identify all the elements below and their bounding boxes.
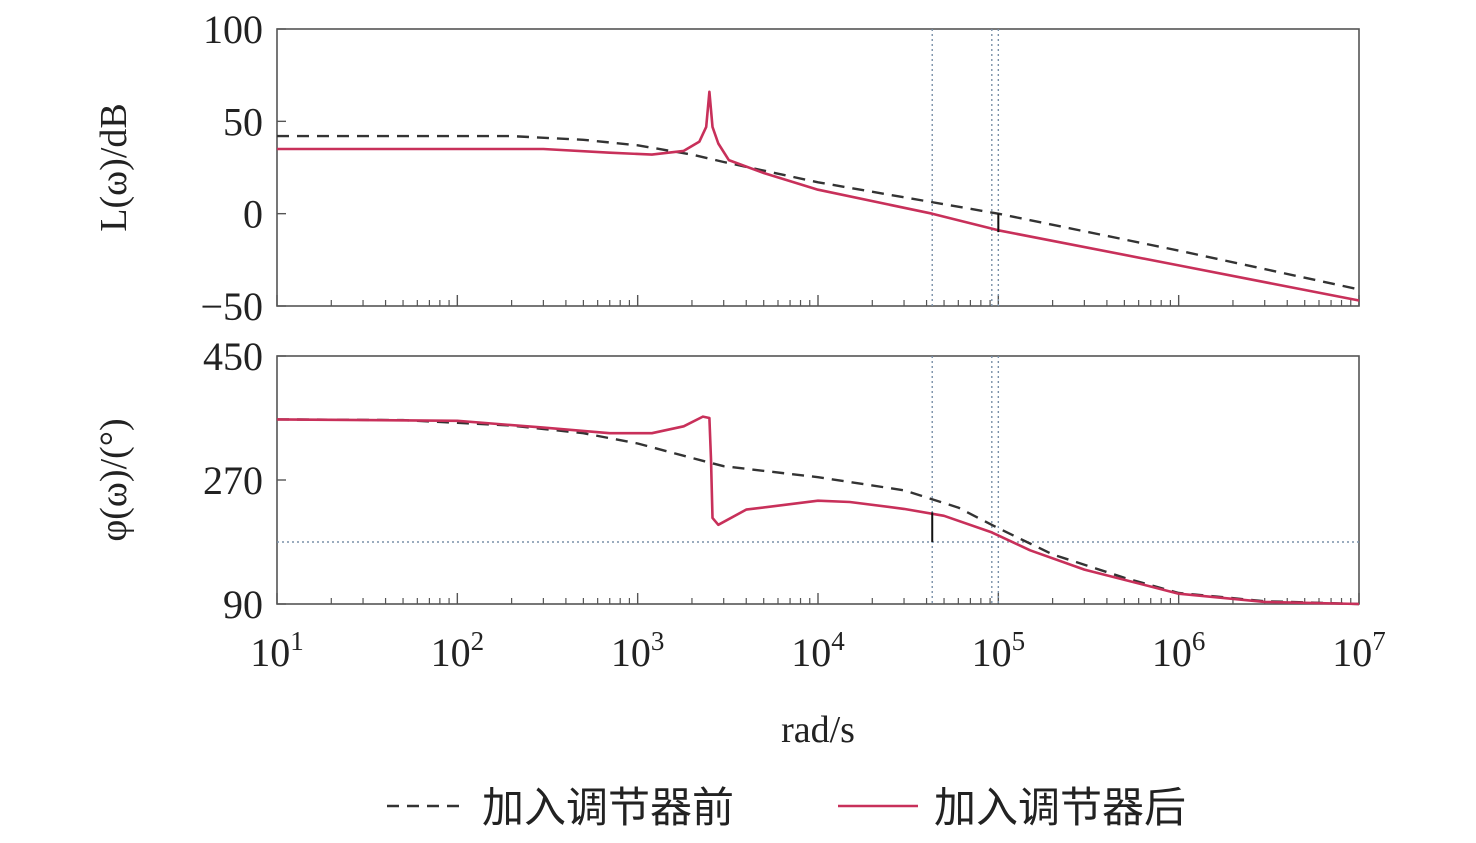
x-tick-label: 106 — [1152, 626, 1206, 675]
y-tick-label: 100 — [203, 7, 263, 52]
x-tick-exponent: 1 — [290, 626, 304, 656]
x-tick-base: 10 — [972, 630, 1012, 675]
magnitude-panel: 100 50 0 −50 L(ω)/dB — [93, 7, 1360, 329]
after-regulator-series-line — [276, 415, 1360, 606]
x-tick-label: 104 — [791, 626, 845, 675]
y-tick-label: 270 — [203, 458, 263, 503]
x-tick-exponent: 2 — [471, 626, 485, 656]
y-tick-label: −50 — [200, 284, 263, 329]
y-tick-label: 90 — [223, 582, 263, 627]
x-tick-label: 107 — [1332, 626, 1386, 675]
after-regulator-series-line — [277, 90, 1360, 302]
magnitude-plot-frame — [276, 28, 1360, 307]
x-tick-label: 101 — [250, 626, 304, 675]
phase-y-axis-label: φ(ω)/(°) — [93, 418, 135, 541]
x-tick-label: 103 — [611, 626, 665, 675]
x-tick-base: 10 — [611, 630, 651, 675]
legend-label-before: 加入调节器前 — [482, 783, 734, 832]
before-regulator-series-line — [276, 418, 1360, 606]
magnitude-y-axis-label: L(ω)/dB — [93, 103, 135, 231]
x-tick-exponent: 7 — [1372, 626, 1386, 656]
x-tick-exponent: 4 — [831, 626, 845, 656]
x-tick-label: 102 — [431, 626, 485, 675]
x-axis-label: rad/s — [781, 709, 855, 751]
y-tick-label: 50 — [223, 99, 263, 144]
x-tick-exponent: 5 — [1012, 626, 1025, 656]
y-tick-label: 450 — [203, 334, 263, 379]
x-tick-label: 105 — [972, 626, 1025, 675]
legend-label-after: 加入调节器后 — [934, 783, 1186, 832]
x-tick-base: 10 — [431, 630, 471, 675]
x-tick-base: 10 — [1152, 630, 1192, 675]
before-regulator-series-line — [277, 134, 1360, 291]
y-tick-label: 0 — [243, 192, 263, 237]
legend: 加入调节器前 加入调节器后 — [387, 783, 1186, 832]
x-tick-exponent: 3 — [651, 626, 665, 656]
x-tick-base: 10 — [791, 630, 831, 675]
x-tick-exponent: 6 — [1192, 626, 1206, 656]
x-tick-base: 10 — [1332, 630, 1372, 675]
phase-plot-frame — [276, 355, 1360, 605]
x-tick-base: 10 — [250, 630, 290, 675]
